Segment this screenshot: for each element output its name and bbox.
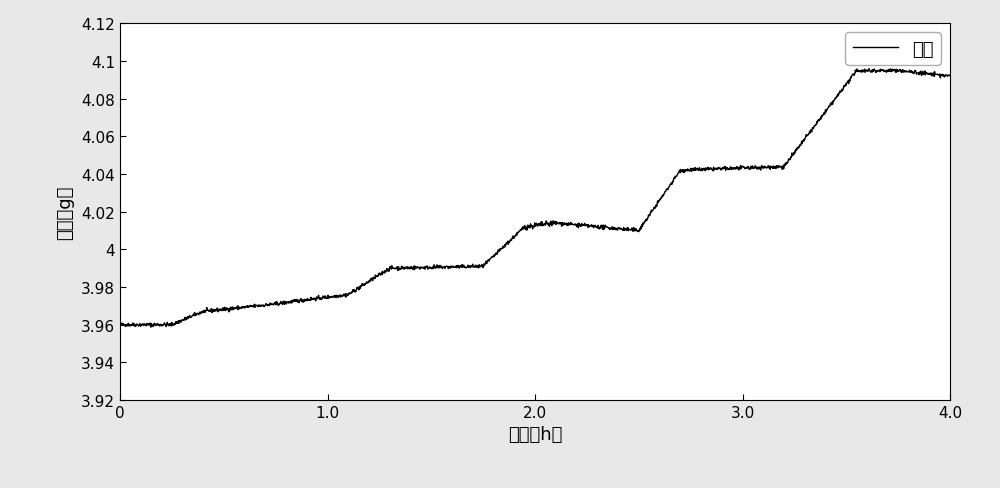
Legend: 称重: 称重 xyxy=(845,33,941,66)
称重 xyxy=(114,322,126,327)
称重 xyxy=(145,325,157,330)
称重 xyxy=(820,109,832,115)
X-axis label: 时间（h）: 时间（h） xyxy=(508,426,562,444)
称重 xyxy=(502,242,514,247)
Line: 称重: 称重 xyxy=(120,70,950,327)
称重 xyxy=(730,165,742,171)
称重 xyxy=(901,70,913,76)
称重 xyxy=(944,74,956,80)
称重 xyxy=(863,67,875,73)
称重 xyxy=(941,73,953,79)
称重 xyxy=(264,302,276,307)
Y-axis label: 重量（g）: 重量（g） xyxy=(56,185,74,240)
